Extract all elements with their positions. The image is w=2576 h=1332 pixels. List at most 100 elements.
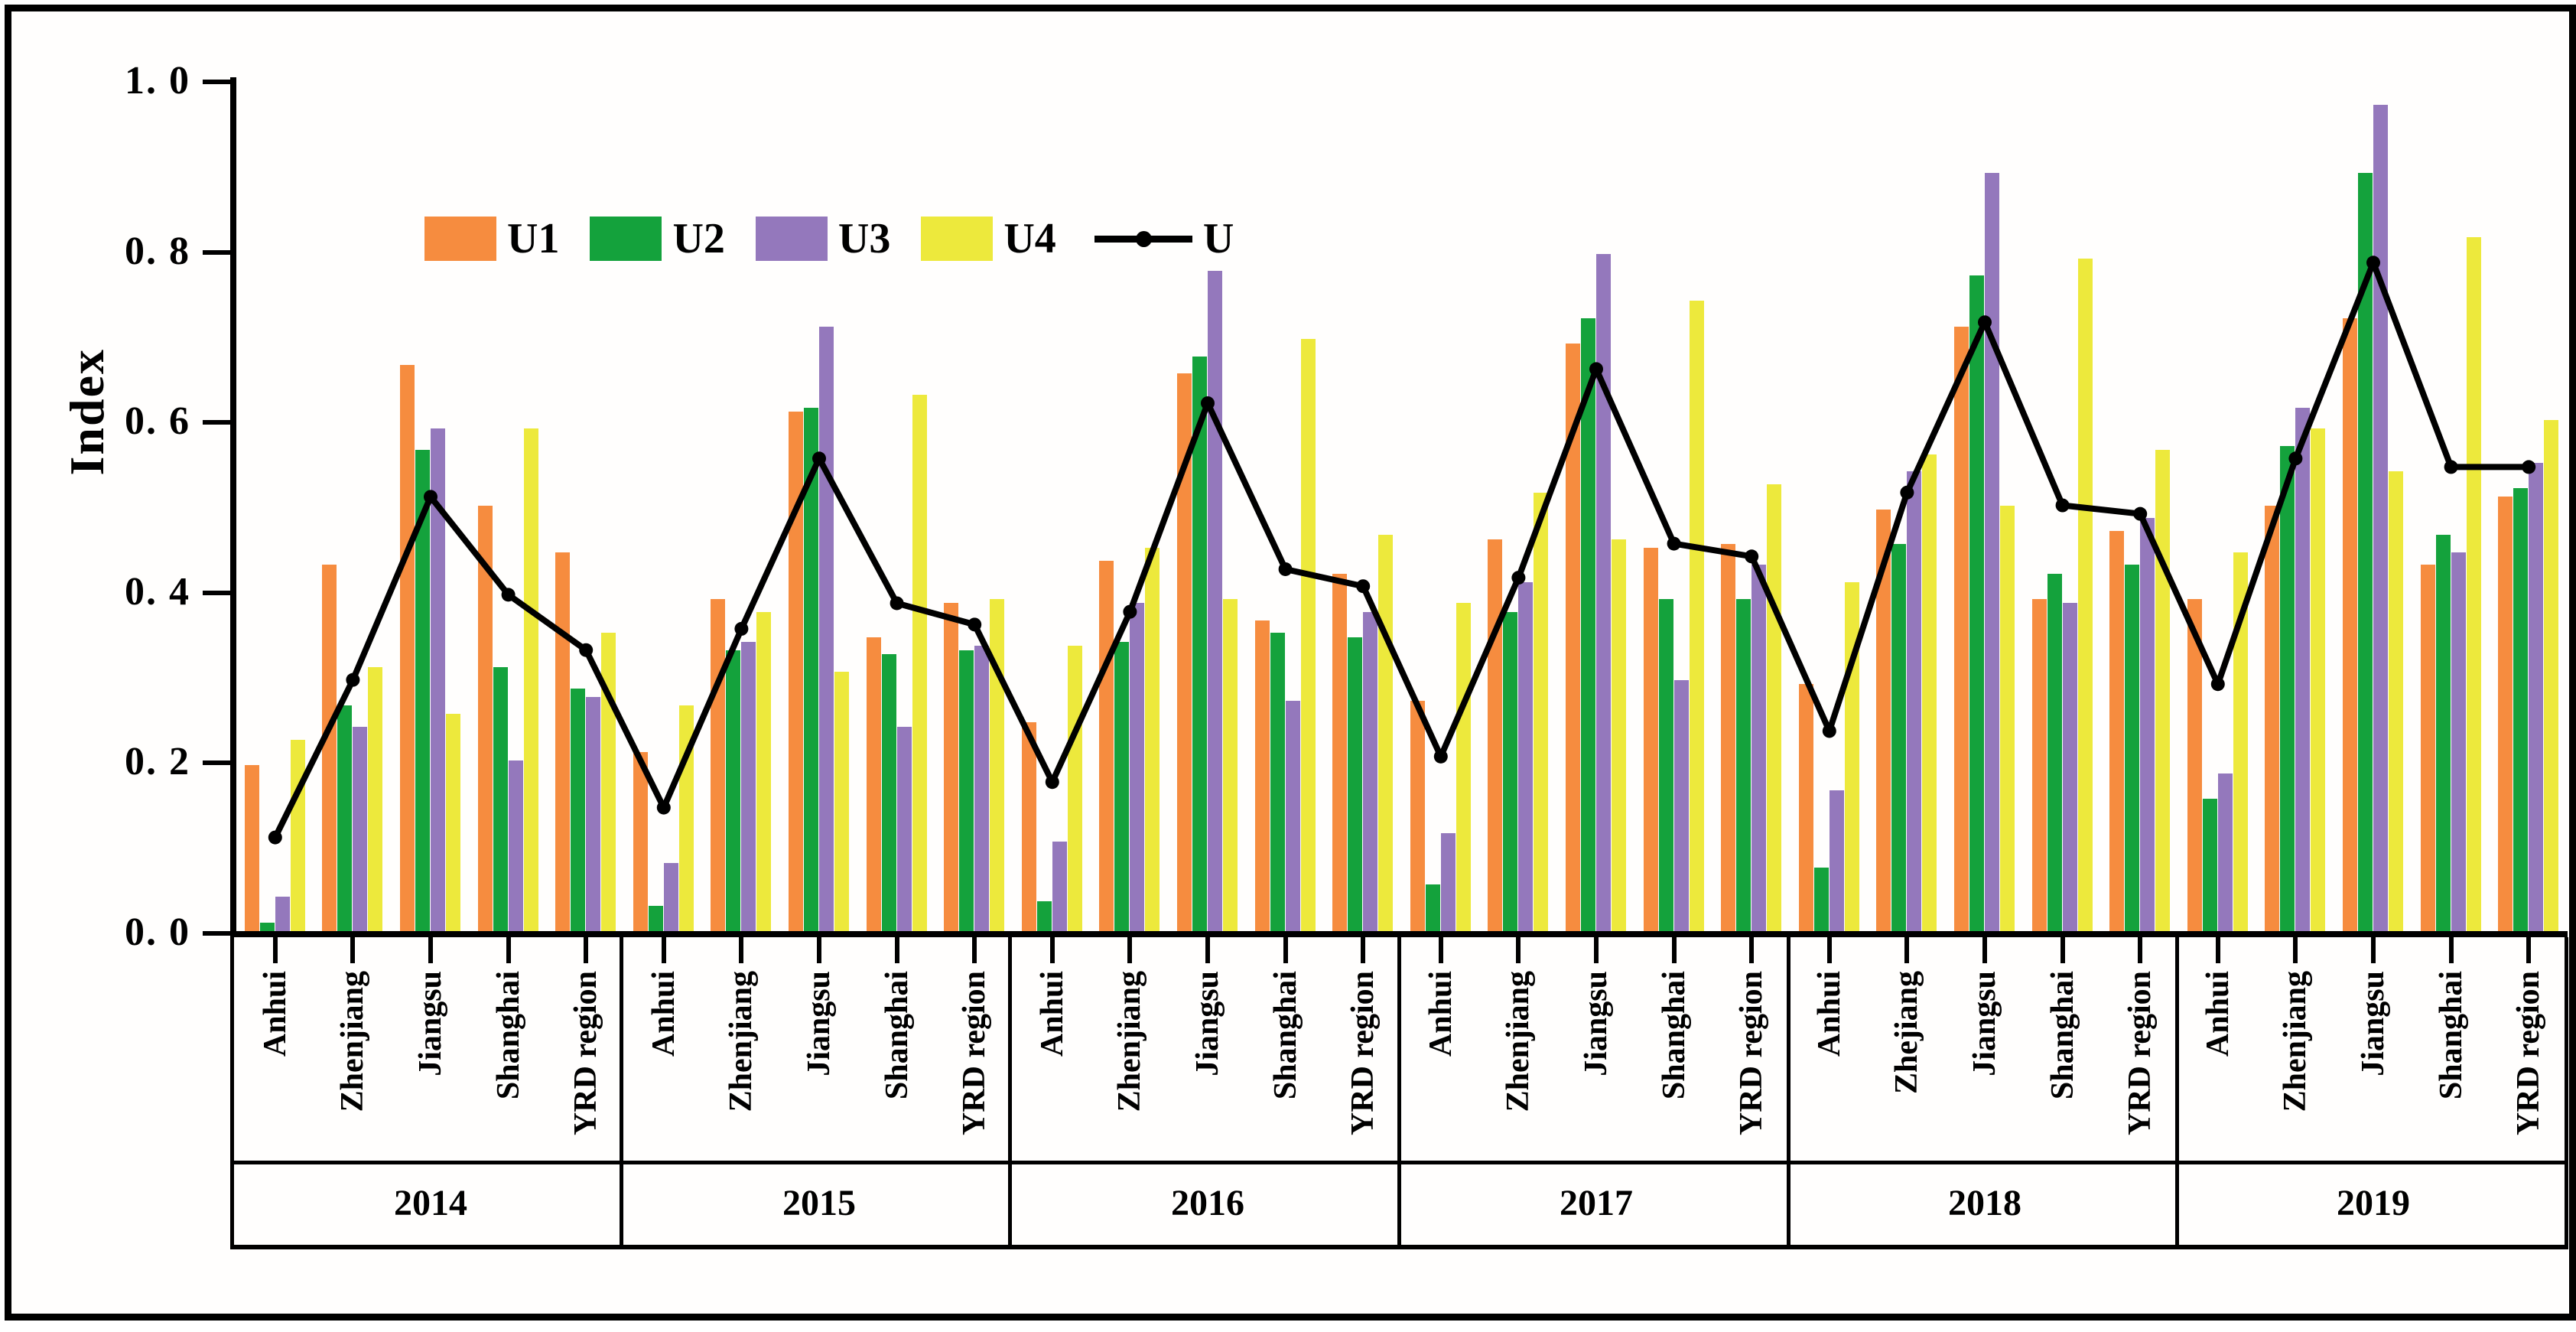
u-line-marker-8 [890,596,904,611]
y-tick-label: 0. 4 [125,569,190,614]
x-tick [817,937,821,963]
bar-u2-2015-region0 [648,905,663,931]
bar-u4-2014-region3 [523,428,538,931]
x-tick [2060,937,2065,963]
u-line-marker-17 [1589,362,1603,376]
u-line-marker-16 [1511,571,1526,585]
bar-u1-2018-region1 [1876,510,1891,931]
bar-u3-2015-region3 [896,726,912,931]
bar-u4-2015-region1 [756,611,772,931]
bar-u2-2014-region3 [493,666,508,931]
legend-label-u3: U3 [838,215,891,262]
legend-label-u2: U2 [672,215,725,262]
x-tick [2215,937,2220,963]
bar-u1-2018-region0 [1798,684,1813,931]
year-label-2019: 2019 [2337,1183,2410,1223]
bar-u2-2015-region4 [959,650,974,931]
bar-u1-2019-region0 [2187,598,2202,931]
bar-u1-2017-region2 [1566,344,1580,931]
bar-u2-2015-region1 [726,650,741,931]
year-divider [2175,937,2180,1249]
bar-u2-2018-region4 [2125,565,2140,931]
bar-u2-2019-region0 [2202,799,2217,931]
bar-u3-2019-region4 [2529,462,2544,931]
bar-u1-2014-region3 [477,505,493,931]
x-tick [739,937,744,963]
u-line-marker-14 [1356,579,1371,594]
bar-u2-2016-region1 [1114,641,1130,931]
bar-u2-2016-region0 [1036,901,1052,931]
bar-u3-2018-region2 [1985,173,1999,931]
bar-u1-2016-region0 [1021,722,1036,931]
bar-u4-2019-region1 [2311,428,2326,931]
bar-u3-2018-region4 [2140,518,2155,931]
bar-u2-2018-region3 [2047,573,2062,931]
bar-u2-2015-region3 [881,654,896,931]
u-line-marker-13 [1278,562,1293,576]
bar-u2-2017-region4 [1736,598,1751,931]
bar-u1-2018-region3 [2031,598,2047,931]
x-tick [894,937,899,963]
x-tick [1826,937,1832,963]
bar-u4-2017-region2 [1612,539,1626,931]
bar-u4-2018-region2 [2000,505,2015,931]
x-tick [2293,937,2298,963]
legend-label-u: U [1202,215,1234,262]
x-tick [2371,937,2376,963]
y-tick [203,420,230,425]
bar-u4-2014-region1 [368,666,383,931]
bar-u4-2016-region0 [1067,646,1082,931]
bar-u3-2014-region3 [508,760,523,931]
year-divider [2565,937,2568,1249]
x-tick [1438,937,1443,963]
u-line-marker-3 [501,588,516,602]
u-line-marker-2 [424,490,437,504]
x-tick [1594,937,1599,963]
bar-u1-2019-region2 [2343,318,2357,931]
u-line-marker-5 [656,800,671,815]
year-divider [1786,937,1791,1249]
bar-u4-2015-region2 [834,671,849,931]
bar-u3-2014-region1 [353,726,368,931]
year-divider [1008,937,1013,1249]
bar-u4-2016-region3 [1300,339,1316,931]
u-line-marker-4 [579,643,594,657]
bar-u3-2017-region2 [1596,254,1611,931]
u-line-marker-6 [734,621,749,636]
x-tick [1283,937,1288,963]
u-line-marker-21 [1900,485,1914,500]
bar-u2-2014-region4 [571,688,586,931]
u-line-marker-22 [1978,315,1992,330]
bar-u3-2017-region0 [1440,833,1456,931]
x-tick [350,937,356,963]
figure-frame: Index U1 U2 U3 U4 U 1. 0 0. 8 0. 6 0. 4 0. 2 0. 0… [5,5,2576,1321]
u-line-marker-23 [2055,498,2070,513]
y-tick [203,760,230,766]
u-line-series [268,256,2536,845]
bar-u1-2016-region3 [1254,620,1270,931]
legend-swatch-u3 [755,217,828,261]
x-tick [1516,937,1521,963]
bar-u4-2017-region3 [1689,301,1704,931]
x-axis-spine [230,931,2568,937]
bar-u1-2014-region1 [322,565,337,931]
year-label-2016: 2016 [1171,1183,1244,1223]
bar-u2-2018-region2 [1969,275,1984,931]
bar-u3-2017-region1 [1518,581,1534,931]
x-tick [2138,937,2143,963]
x-tick [1671,937,1677,963]
bar-u1-2014-region4 [555,552,571,931]
x-tick [506,937,511,963]
bar-u2-2016-region3 [1270,633,1285,931]
u-line-marker-27 [2366,256,2380,270]
legend-line-sample-u [1094,217,1192,261]
bar-u4-2014-region2 [446,714,460,931]
bar-u3-2019-region0 [2217,773,2233,931]
chart-area: Index U1 U2 U3 U4 U 1. 0 0. 8 0. 6 0. 4 0. 2 0. 0… [11,11,2571,1300]
bar-u3-2018-region3 [2062,603,2077,931]
bar-u3-2017-region3 [1673,679,1689,931]
u-line-marker-12 [1201,396,1215,410]
year-band-mid-rule [230,1161,2568,1164]
bar-u3-2016-region4 [1363,611,1378,931]
bar-u2-2019-region4 [2513,488,2529,931]
